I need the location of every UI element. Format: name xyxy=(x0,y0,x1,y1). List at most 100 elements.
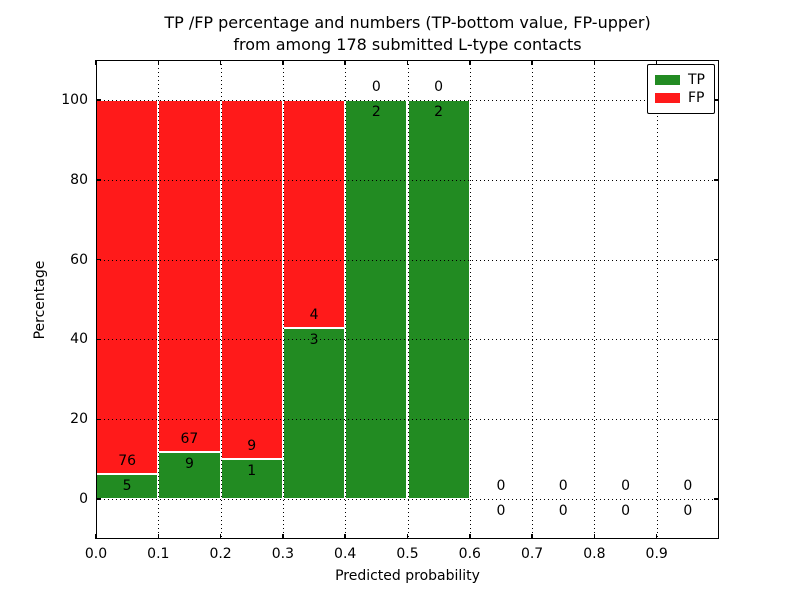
bar-segment-fp xyxy=(282,99,346,328)
chart-title: TP /FP percentage and numbers (TP-bottom… xyxy=(96,12,719,56)
gridline-v xyxy=(158,60,160,539)
bar-segment-tp xyxy=(345,99,408,500)
x-tick-mark xyxy=(406,60,409,65)
legend-item-tp: TP xyxy=(655,71,705,89)
x-tick-label: 0.2 xyxy=(209,546,232,562)
x-tick-label: 0.7 xyxy=(520,546,544,562)
x-tick-mark xyxy=(219,60,222,65)
y-tick-mark xyxy=(96,498,101,500)
gridline-v xyxy=(469,60,471,539)
y-tick-mark xyxy=(96,338,101,341)
fp-count-label: 0 xyxy=(683,478,693,495)
tp-color-swatch xyxy=(655,75,680,85)
x-tick-mark xyxy=(157,60,160,65)
tp-count-label: 0 xyxy=(558,503,568,520)
x-axis-label: Predicted probability xyxy=(335,568,480,584)
gridline-v xyxy=(220,60,222,539)
x-tick-label: 0.9 xyxy=(645,546,668,562)
x-tick-mark xyxy=(282,60,284,65)
gridline-v xyxy=(594,60,596,539)
y-tick-mark xyxy=(96,179,101,181)
x-tick-mark xyxy=(95,60,97,65)
x-tick-mark xyxy=(593,534,596,539)
x-tick-label: 0.4 xyxy=(334,546,357,562)
gridline-v xyxy=(407,60,409,539)
x-tick-label: 0.6 xyxy=(458,546,481,562)
y-tick-label: 0 xyxy=(79,491,88,508)
legend-label-fp: FP xyxy=(688,90,705,106)
tp-count-label: 1 xyxy=(247,463,257,480)
tp-count-label: 5 xyxy=(122,478,132,495)
fp-count-label: 0 xyxy=(558,478,568,495)
bar-segment-tp xyxy=(96,474,159,500)
bar-segment-fp xyxy=(220,99,283,460)
fp-count-label: 76 xyxy=(118,453,137,470)
tp-count-label: 2 xyxy=(371,103,381,120)
tp-count-label: 0 xyxy=(683,503,693,520)
legend: TP FP xyxy=(647,64,715,114)
x-tick-mark xyxy=(219,534,222,539)
y-tick-mark xyxy=(714,418,719,420)
y-tick-mark xyxy=(714,258,719,261)
fp-count-label: 67 xyxy=(180,430,199,447)
y-tick-label: 20 xyxy=(70,411,88,428)
x-tick-mark xyxy=(469,60,471,65)
plot-area: 76 5 67 9 9 1 4 3 0 2 0 2 0 0 0 0 0 0 0 0 TP FP xyxy=(95,60,719,539)
legend-item-fp: FP xyxy=(655,89,705,107)
fp-count-label: 0 xyxy=(434,78,444,95)
y-tick-label: 40 xyxy=(70,331,88,348)
x-tick-mark xyxy=(469,534,471,539)
x-tick-mark xyxy=(531,534,533,539)
gridline-v xyxy=(345,60,347,539)
fp-count-label: 0 xyxy=(371,78,381,95)
y-tick-mark xyxy=(714,99,719,101)
x-tick-mark xyxy=(157,534,160,539)
y-tick-label: 100 xyxy=(61,91,88,108)
y-axis-label: Percentage xyxy=(32,260,48,340)
bar-segment-fp xyxy=(96,99,159,475)
legend-label-tp: TP xyxy=(688,72,705,88)
x-tick-mark xyxy=(531,60,533,65)
y-tick-mark xyxy=(96,99,101,101)
y-tick-mark xyxy=(714,498,719,500)
gridline-v xyxy=(282,60,284,539)
y-tick-mark xyxy=(96,258,101,261)
x-tick-mark xyxy=(344,60,346,65)
gridline-v xyxy=(532,60,534,539)
gridline-v xyxy=(656,60,658,539)
x-tick-mark xyxy=(406,534,409,539)
fp-count-label: 9 xyxy=(247,438,257,455)
y-tick-label: 80 xyxy=(70,171,88,188)
x-tick-label: 0.0 xyxy=(84,546,108,562)
tp-count-label: 0 xyxy=(496,503,506,520)
x-tick-label: 0.1 xyxy=(147,546,170,562)
tp-count-label: 2 xyxy=(434,103,444,120)
x-tick-label: 0.3 xyxy=(271,546,295,562)
y-tick-mark xyxy=(714,338,719,341)
tp-count-label: 3 xyxy=(309,332,319,348)
bar-segment-tp xyxy=(282,328,346,500)
tp-count-label: 0 xyxy=(621,503,630,520)
chart-title-line1: TP /FP percentage and numbers (TP-bottom… xyxy=(164,13,651,32)
x-tick-mark xyxy=(655,534,658,539)
fp-count-label: 0 xyxy=(621,478,630,495)
tp-count-label: 9 xyxy=(184,455,194,472)
fp-count-label: 0 xyxy=(496,478,506,495)
fp-count-label: 4 xyxy=(309,307,319,323)
x-tick-mark xyxy=(593,60,596,65)
bar-segment-tp xyxy=(407,99,470,500)
x-tick-label: 0.5 xyxy=(396,546,419,562)
fp-color-swatch xyxy=(655,93,680,103)
bar-segment-fp xyxy=(158,99,221,452)
x-tick-mark xyxy=(282,534,284,539)
bar-segment-tp xyxy=(158,451,221,500)
x-tick-mark xyxy=(655,60,658,65)
x-tick-label: 0.8 xyxy=(583,546,606,562)
y-tick-mark xyxy=(714,179,719,181)
y-tick-label: 60 xyxy=(70,251,88,268)
x-tick-mark xyxy=(95,534,97,539)
y-tick-mark xyxy=(96,418,101,420)
chart-title-line2: from among 178 submitted L-type contacts xyxy=(233,35,582,54)
x-tick-mark xyxy=(344,534,346,539)
